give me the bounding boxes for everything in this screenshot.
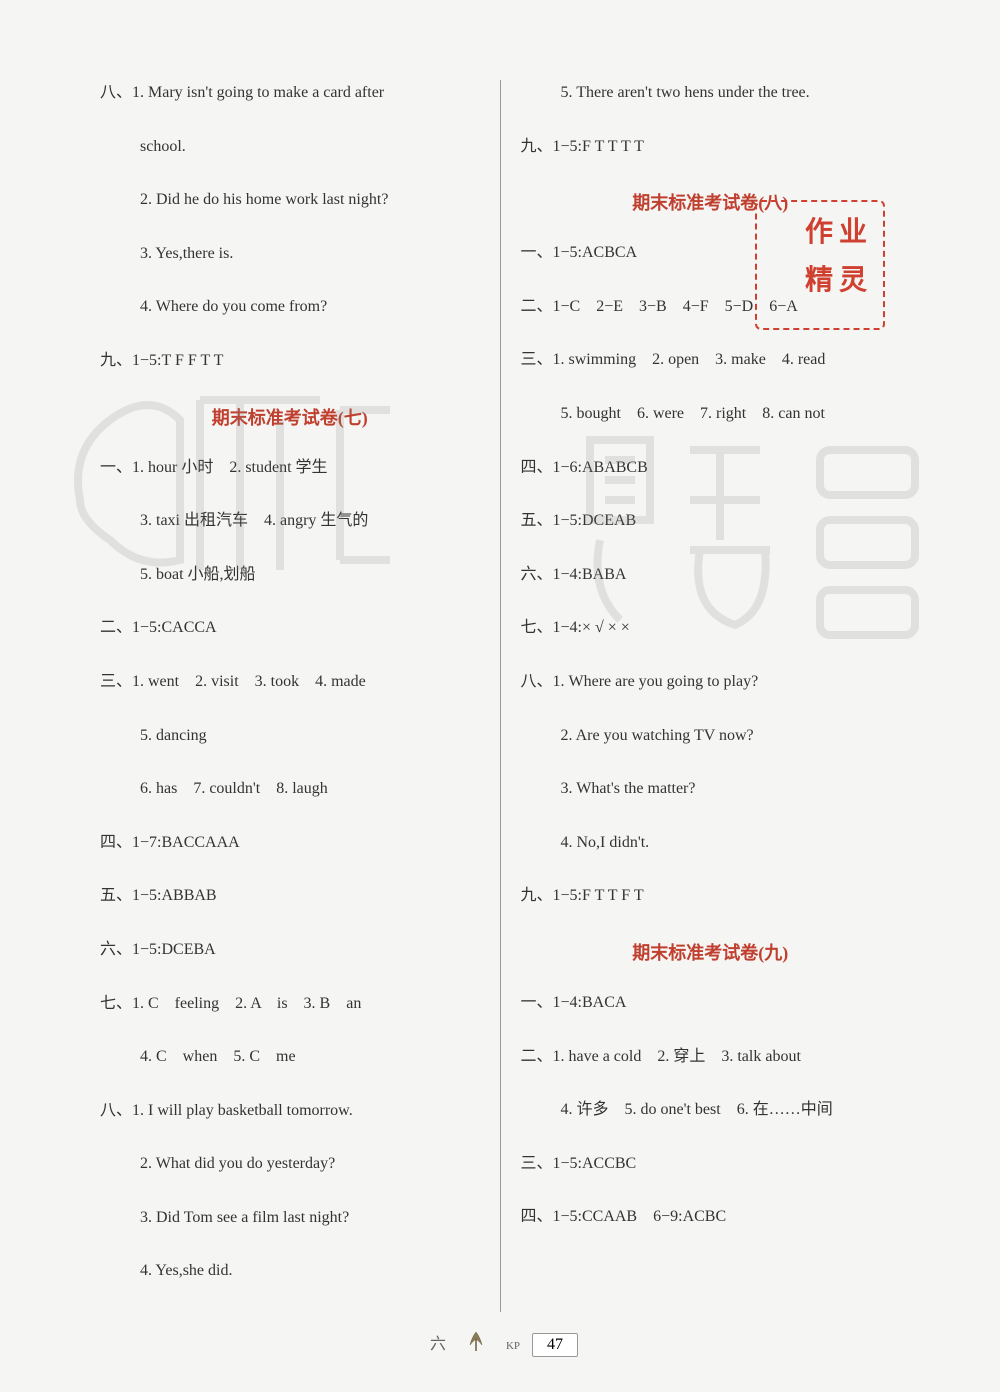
answer-line: 4. C when 5. C me xyxy=(100,1044,480,1070)
answer-line: 5. There aren't two hens under the tree. xyxy=(521,80,901,106)
kp-label: KP xyxy=(506,1340,520,1352)
answer-line: 3. Did Tom see a film last night? xyxy=(100,1205,480,1231)
page-footer: 六 KP 47 xyxy=(0,1329,1000,1362)
answer-line: 一、1. hour 小时 2. student 学生 xyxy=(100,455,480,481)
answer-line: 五、1−5:DCEAB xyxy=(521,508,901,534)
stamp-char-2: 业 xyxy=(839,210,867,250)
page-number: 47 xyxy=(532,1333,578,1357)
answer-line: 八、1. I will play basketball tomorrow. xyxy=(100,1098,480,1124)
answer-line: 五、1−5:ABBAB xyxy=(100,883,480,909)
answer-line: 八、1. Where are you going to play? xyxy=(521,669,901,695)
answer-line: 九、1−5:F T T F T xyxy=(521,883,901,909)
answer-line: 六、1−4:BABA xyxy=(521,562,901,588)
answer-line: 七、1. C feeling 2. A is 3. B an xyxy=(100,991,480,1017)
answer-line: 一、1−4:BACA xyxy=(521,990,901,1016)
stamp-seal: 业 作 精 灵 xyxy=(755,200,885,330)
stamp-char-1: 作 xyxy=(805,210,833,250)
kp-icon xyxy=(462,1329,490,1362)
answer-line: 四、1−6:ABABCB xyxy=(521,455,901,481)
answer-line: 4. Yes,she did. xyxy=(100,1258,480,1284)
answer-line: 2. What did you do yesterday? xyxy=(100,1151,480,1177)
left-column: 八、1. Mary isn't going to make a card aft… xyxy=(80,80,501,1312)
stamp-char-3: 精 xyxy=(805,258,833,298)
answer-line: 三、1. went 2. visit 3. took 4. made xyxy=(100,669,480,695)
answer-line: 3. What's the matter? xyxy=(521,776,901,802)
answer-line: 七、1−4:× √ × × xyxy=(521,615,901,641)
answer-line: 二、1−5:CACCA xyxy=(100,615,480,641)
answer-line: 2. Did he do his home work last night? xyxy=(100,187,480,213)
stamp-char-4: 灵 xyxy=(839,258,867,298)
answer-line: 九、1−5:F T T T T xyxy=(521,134,901,160)
answer-line: 2. Are you watching TV now? xyxy=(521,723,901,749)
answer-line: 九、1−5:T F F T T xyxy=(100,348,480,374)
answer-line: 四、1−5:CCAAB 6−9:ACBC xyxy=(521,1204,901,1230)
answer-line: 3. Yes,there is. xyxy=(100,241,480,267)
answer-line: 四、1−7:BACCAAA xyxy=(100,830,480,856)
section-title-9: 期末标准考试卷(九) xyxy=(521,939,901,965)
answer-line: 5. dancing xyxy=(100,723,480,749)
answer-line: 三、1. swimming 2. open 3. make 4. read xyxy=(521,347,901,373)
answer-line: 4. Where do you come from? xyxy=(100,294,480,320)
answer-line: 八、1. Mary isn't going to make a card aft… xyxy=(100,80,480,106)
answer-line: 5. boat 小船,划船 xyxy=(100,562,480,588)
footer-left-char: 六 xyxy=(430,1330,446,1354)
answer-line: 六、1−5:DCEBA xyxy=(100,937,480,963)
answer-line: 4. No,I didn't. xyxy=(521,830,901,856)
answer-line: 3. taxi 出租汽车 4. angry 生气的 xyxy=(100,508,480,534)
answer-line: 5. bought 6. were 7. right 8. can not xyxy=(521,401,901,427)
answer-line: 4. 许多 5. do one't best 6. 在……中间 xyxy=(521,1097,901,1123)
column-divider xyxy=(500,80,501,135)
answer-line: 二、1. have a cold 2. 穿上 3. talk about xyxy=(521,1044,901,1070)
section-title-7: 期末标准考试卷(七) xyxy=(100,404,480,430)
answer-line: school. xyxy=(100,134,480,160)
answer-line: 6. has 7. couldn't 8. laugh xyxy=(100,776,480,802)
answer-line: 三、1−5:ACCBC xyxy=(521,1151,901,1177)
